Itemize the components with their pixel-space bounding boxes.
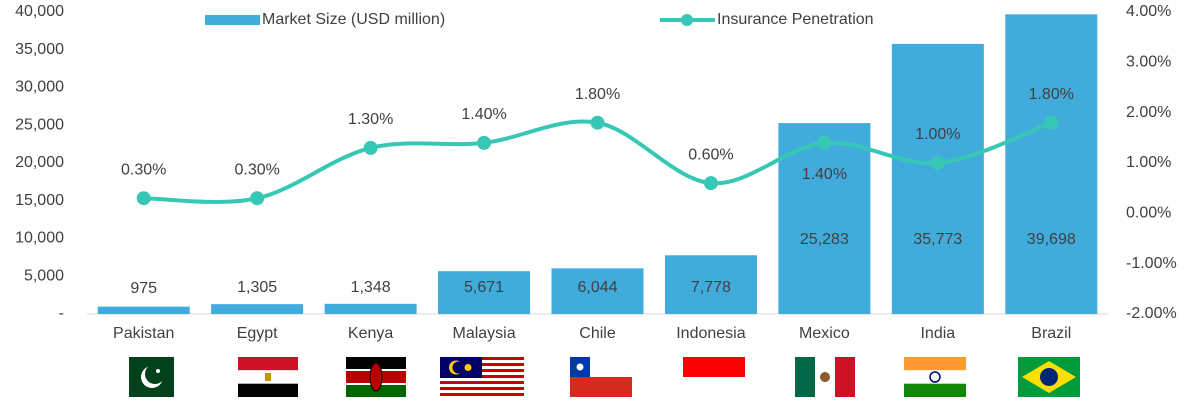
y-tick-label: 35,000 [15,41,64,58]
line-value-label: 1.40% [802,166,847,183]
bar [1005,14,1098,315]
flag-egypt [238,357,298,397]
x-tick-label: India [920,325,955,342]
y-tick-label: - [59,305,64,322]
bar-value-label: 7,778 [691,279,731,296]
bar [438,271,531,314]
line-value-label: 1.40% [461,106,506,123]
flags [114,357,1080,397]
bar [891,43,984,314]
bar [778,123,871,315]
y-tick-label: 30,000 [15,79,64,96]
x-tick-label: Chile [579,325,616,342]
x-tick-label: Malaysia [452,325,515,342]
flag-kenya [346,357,406,397]
line-marker [250,191,265,206]
x-tick-label: Egypt [237,325,278,342]
flag-chile [570,357,632,397]
line-value-label: 1.80% [1029,86,1074,103]
line-marker [590,115,605,130]
x-tick-label: Pakistan [113,325,174,342]
line-marker [703,176,718,191]
y2-tick-label: 3.00% [1126,54,1171,71]
y2-tick-label: 2.00% [1126,104,1171,121]
flag-indonesia [683,357,745,397]
y2-tick-label: -2.00% [1126,305,1177,322]
line-marker [477,135,492,150]
legend-swatch [205,15,260,25]
y2-tick-label: 4.00% [1126,3,1171,20]
x-tick-label: Brazil [1031,325,1071,342]
bar [551,268,644,314]
line-value-label: 1.30% [348,111,393,128]
bar-value-label: 5,671 [464,279,504,296]
y-tick-label: 25,000 [15,116,64,133]
bar [97,306,190,314]
y-tick-label: 20,000 [15,154,64,171]
flag-malaysia [440,357,524,397]
y2-tick-label: 1.00% [1126,154,1171,171]
bar [324,303,417,314]
line-value-label: 1.00% [915,126,960,143]
x-tick-label: Indonesia [676,325,745,342]
line-marker [1044,115,1059,130]
legend-label: Market Size (USD million) [262,11,445,28]
y-tick-label: 40,000 [15,3,64,20]
y-tick-label: 15,000 [15,192,64,209]
bar [664,255,757,314]
x-tick-label: Kenya [348,325,393,342]
line-marker [136,191,151,206]
x-tick-label: Mexico [799,325,850,342]
flag-pakistan [114,357,174,397]
line-value-label: 0.30% [121,161,166,178]
line-value-label: 1.80% [575,86,620,103]
flag-brazil [1018,357,1080,397]
bar-value-label: 25,283 [800,231,849,248]
line-marker [817,135,832,150]
bar-value-label: 975 [130,280,157,297]
y-tick-label: 5,000 [24,267,64,284]
bar-value-label: 1,305 [237,279,277,296]
line-marker [363,140,378,155]
y2-tick-label: -1.00% [1126,255,1177,272]
line-value-label: 0.60% [688,146,733,163]
y-tick-label: 10,000 [15,230,64,247]
line-value-label: 0.30% [234,161,279,178]
bar-value-label: 39,698 [1027,231,1076,248]
bar-value-label: 1,348 [351,279,391,296]
flag-mexico [795,357,855,397]
bar [211,304,304,314]
bar-value-label: 35,773 [913,231,962,248]
legend-swatch-marker [681,14,693,26]
flag-india [904,357,966,397]
legend-label: Insurance Penetration [717,11,874,28]
bar-value-label: 6,044 [577,279,617,296]
y2-tick-label: 0.00% [1126,205,1171,222]
line-marker [930,156,945,170]
